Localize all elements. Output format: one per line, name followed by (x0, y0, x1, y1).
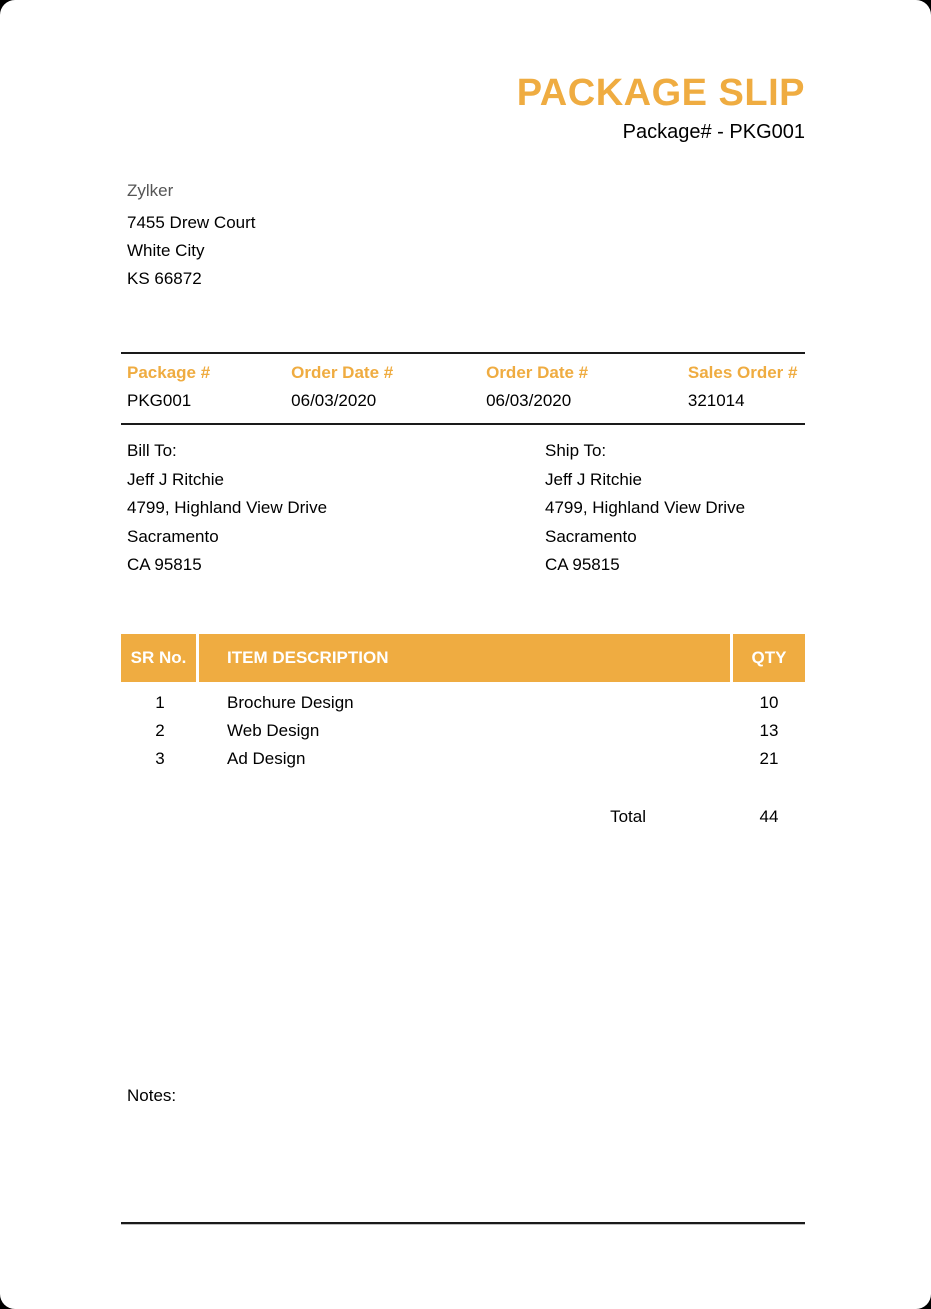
company-address-line: White City (127, 241, 205, 260)
item-sr: 3 (155, 749, 165, 768)
total-label: Total (610, 807, 646, 826)
items-header-qty: QTY (733, 634, 805, 682)
item-description: Brochure Design (227, 693, 354, 712)
items-table: SR No. ITEM DESCRIPTION QTY 1 Brochure D… (121, 634, 805, 831)
meta-value-order-date-1: 06/03/2020 (291, 391, 377, 410)
meta-header-order-date-1: Order Date # (291, 363, 394, 382)
items-table-header: SR No. ITEM DESCRIPTION QTY (121, 634, 805, 682)
meta-header-sales-order: Sales Order # (687, 363, 798, 382)
items-header-description: ITEM DESCRIPTION (199, 634, 730, 682)
meta-header-order-date-2: Order Date # (486, 363, 589, 382)
meta-header-package: Package # (127, 363, 211, 382)
column-divider (196, 634, 199, 682)
total-row: Total 44 (121, 803, 805, 831)
package-number: Package# - PKG001 (622, 121, 805, 143)
company-address-line: KS 66872 (127, 269, 202, 288)
table-row: 1 Brochure Design 10 (121, 689, 805, 717)
document-header: PACKAGE SLIP Package# - PKG001 (517, 70, 805, 146)
notes-label: Notes: (127, 1086, 177, 1105)
ship-to-line: Jeff J Ritchie (545, 469, 643, 489)
item-sr: 1 (155, 693, 165, 712)
bill-to-label: Bill To: (127, 441, 177, 460)
bill-to-line: CA 95815 (127, 555, 202, 574)
meta-value-order-date-2: 06/03/2020 (486, 391, 572, 410)
package-meta-table: Package # Order Date # Order Date # Sale… (121, 352, 805, 425)
item-description: Web Design (227, 721, 320, 740)
item-qty: 13 (759, 721, 779, 740)
table-row: 2 Web Design 13 (121, 717, 805, 745)
bill-to-line: 4799, Highland View Drive (127, 498, 328, 517)
ship-to-line: Sacramento (545, 526, 637, 546)
footer-divider (121, 1222, 805, 1224)
bill-to-line: Jeff J Ritchie (127, 469, 225, 489)
meta-value-sales-order: 321014 (687, 391, 745, 410)
total-row-spacer (121, 803, 199, 831)
company-name: Zylker (127, 181, 174, 200)
item-qty: 21 (759, 749, 779, 768)
column-divider (730, 634, 733, 682)
items-table-body: 1 Brochure Design 10 2 Web Design 13 3 A… (121, 682, 805, 831)
meta-value-row: PKG001 06/03/2020 06/03/2020 321014 (121, 387, 805, 415)
table-row: 3 Ad Design 21 (121, 745, 805, 773)
items-header-sr: SR No. (121, 634, 196, 682)
bill-to-block: Bill To: Jeff J Ritchie 4799, Highland V… (127, 437, 327, 580)
ship-to-line: 4799, Highland View Drive (545, 498, 746, 517)
company-block: Zylker 7455 Drew Court White City KS 668… (127, 177, 256, 293)
bill-to-line: Sacramento (127, 526, 219, 546)
meta-header-row: Package # Order Date # Order Date # Sale… (121, 359, 805, 387)
item-description: Ad Design (227, 749, 306, 768)
item-qty: 10 (759, 693, 779, 712)
total-qty: 44 (759, 807, 779, 826)
item-sr: 2 (155, 721, 165, 740)
ship-to-label: Ship To: (545, 441, 607, 460)
company-address-line: 7455 Drew Court (127, 213, 256, 232)
ship-to-line: CA 95815 (545, 555, 620, 574)
page-title: PACKAGE SLIP (516, 72, 805, 114)
ship-to-block: Ship To: Jeff J Ritchie 4799, Highland V… (545, 437, 745, 580)
meta-value-package: PKG001 (127, 391, 192, 410)
company-address: 7455 Drew Court White City KS 66872 (127, 209, 256, 293)
